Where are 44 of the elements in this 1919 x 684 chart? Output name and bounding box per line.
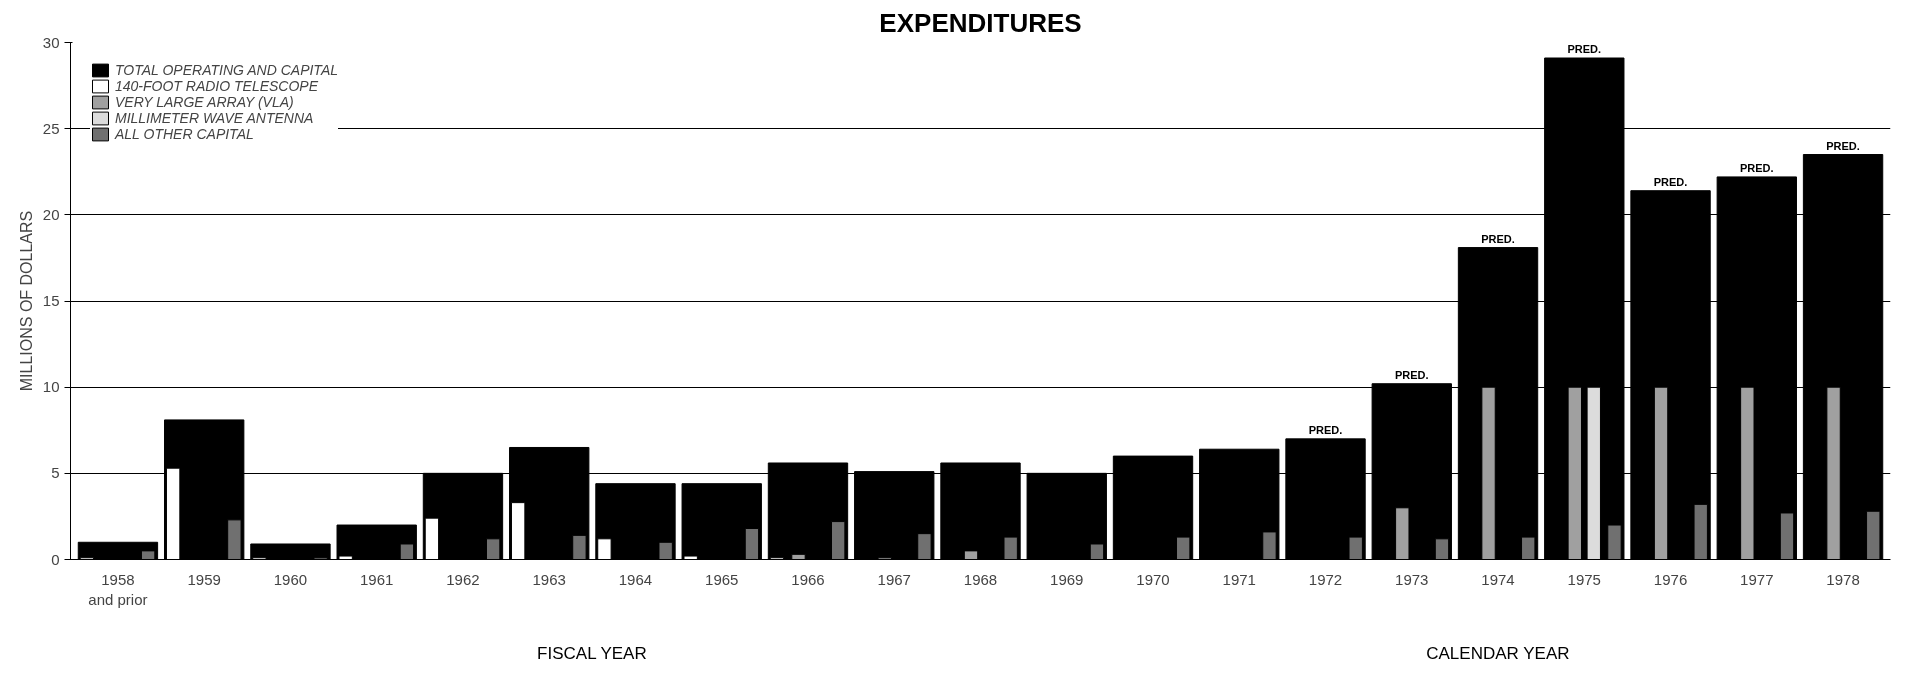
x-tick-label: 1974 [1481, 570, 1515, 588]
x-tick-label: 1977 [1740, 570, 1774, 588]
annotation: PRED. [1653, 175, 1688, 188]
x-tick-label: 1973 [1395, 570, 1429, 588]
text: FISCAL YEAR [537, 643, 647, 663]
y-tick-label: 15 [42, 292, 60, 309]
annotation: PRED. [1567, 43, 1602, 56]
y-tick-label: 25 [42, 119, 60, 137]
x-tick-label: 1963 [532, 570, 566, 588]
annotation: PRED. [1394, 368, 1429, 381]
x-tick-label: 1975 [1567, 570, 1601, 588]
y-tick-label: 5 [51, 464, 60, 482]
x-tick-label: 1972 [1308, 570, 1343, 588]
x-tick-label: 1965 [705, 570, 739, 588]
annotation: PRED. [1308, 423, 1343, 436]
y-tick-label: 10 [42, 378, 60, 396]
x-tick-label: 1961 [360, 570, 394, 588]
y-tick-label: 30 [42, 33, 60, 51]
legend-label: MILLIMETER WAVE ANTENNA [115, 110, 314, 126]
y-tick-label: 20 [42, 205, 60, 223]
legend-label: ALL OTHER CAPITAL [115, 126, 254, 142]
text: CALENDAR YEAR [1426, 643, 1570, 663]
x-tick-label: 1958 and prior [88, 570, 148, 608]
x-tick-label: 1967 [877, 570, 911, 588]
x-tick-label: 1969 [1050, 570, 1084, 588]
x-tick-label: 1976 [1653, 570, 1688, 588]
legend-label: 140-FOOT RADIO TELESCOPE [115, 78, 319, 94]
annotation: PRED. [1739, 161, 1774, 174]
x-tick-label: 1970 [1136, 570, 1170, 588]
legend-label: VERY LARGE ARRAY (VLA) [115, 94, 294, 110]
annotation: PRED. [1481, 232, 1515, 245]
x-tick-label: 1968 [963, 570, 998, 588]
y-axis-title: MILLIONS OF DOLLARS [17, 210, 35, 392]
x-tick-label: 1971 [1222, 570, 1256, 588]
x-tick-label: 1978 [1826, 570, 1860, 588]
x-tick-label: 1966 [791, 570, 825, 588]
chart-title: EXPENDITURES [879, 7, 1082, 38]
annotation: PRED. [1826, 139, 1860, 152]
x-tick-label: 1960 [273, 570, 308, 588]
x-tick-label: 1962 [446, 570, 480, 588]
x-tick-label: 1964 [618, 570, 653, 588]
x-tick-label: 1959 [187, 570, 221, 588]
legend-label: TOTAL OPERATING AND CAPITAL [115, 62, 339, 78]
y-tick-label: 0 [51, 550, 60, 568]
